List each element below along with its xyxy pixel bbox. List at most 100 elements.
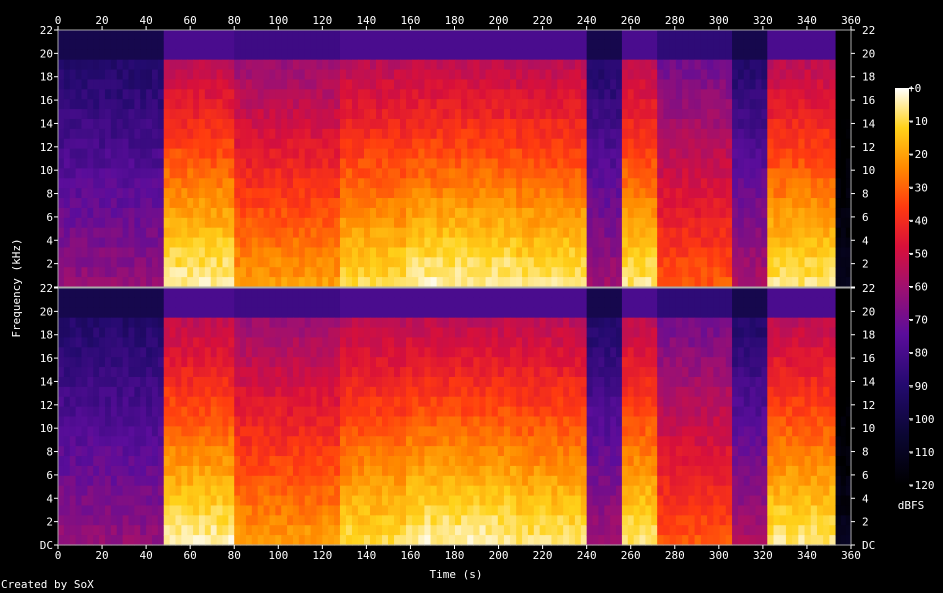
- spectrogram-cell: [767, 168, 775, 179]
- spectrogram-cell: [216, 436, 224, 447]
- spectrogram-cell: [269, 39, 276, 51]
- spectrogram-cell: [707, 277, 714, 288]
- spectrogram-cell: [767, 128, 775, 140]
- spectrogram-cell: [454, 178, 462, 189]
- spectrogram-cell: [779, 79, 787, 90]
- spectrogram-cell: [467, 178, 474, 189]
- spectrogram-cell: [574, 69, 582, 81]
- spectrogram-cell: [181, 495, 188, 507]
- spectrogram-cell: [749, 257, 757, 268]
- spectrogram-cell: [424, 267, 432, 278]
- spectrogram-cell: [269, 288, 276, 299]
- spectrogram-cell: [545, 99, 553, 110]
- spectrogram-cell: [234, 118, 241, 130]
- spectrogram-cell: [725, 89, 733, 100]
- spectrogram-cell: [204, 128, 212, 140]
- spectrogram-cell: [334, 158, 341, 169]
- spectrogram-cell: [63, 337, 71, 348]
- spectrogram-cell: [357, 406, 365, 418]
- spectrogram-cell: [503, 99, 511, 110]
- spectrogram-cell: [69, 267, 77, 278]
- spectrogram-cell: [334, 267, 341, 278]
- spectrogram-cell: [835, 207, 842, 219]
- spectrogram-cell: [63, 188, 71, 199]
- spectrogram-cell: [316, 495, 323, 507]
- spectrogram-cell: [181, 109, 188, 120]
- spectrogram-cell: [287, 317, 294, 329]
- spectrogram-cell: [275, 217, 282, 229]
- spectrogram-cell: [169, 465, 177, 477]
- spectrogram-cell: [351, 89, 359, 100]
- spectrogram-cell: [187, 138, 194, 150]
- spectrogram-cell: [823, 158, 830, 169]
- spectrogram-cell: [122, 406, 130, 418]
- spectrogram-cell: [388, 317, 395, 329]
- spectrogram-cell: [406, 288, 413, 299]
- spectrogram-cell: [140, 99, 147, 110]
- spectrogram-cell: [829, 168, 837, 179]
- spectrogram-cell: [216, 178, 224, 189]
- spectrogram-cell: [621, 89, 629, 100]
- spectrogram-cell: [63, 99, 71, 110]
- spectrogram-cell: [574, 227, 582, 239]
- spectrogram-cell: [310, 69, 318, 81]
- spectrogram-cell: [816, 148, 824, 160]
- spectrogram-cell: [275, 337, 282, 348]
- spectrogram-cell: [700, 79, 708, 90]
- spectrogram-cell: [269, 535, 276, 546]
- spectrogram-cell: [719, 257, 727, 268]
- spectrogram-cell: [700, 30, 708, 41]
- spectrogram-cell: [669, 138, 677, 150]
- spectrogram-cell: [491, 207, 499, 219]
- spectrogram-cell: [292, 267, 300, 278]
- spectrogram-cell: [81, 217, 88, 229]
- spectrogram-cell: [263, 217, 271, 229]
- spectrogram-cell: [146, 386, 153, 398]
- spectrogram-cell: [104, 39, 112, 51]
- spectrogram-cell: [198, 118, 206, 130]
- spectrogram-cell: [448, 138, 456, 150]
- spectrogram-cell: [234, 337, 241, 348]
- spectrogram-cell: [816, 188, 824, 199]
- spectrogram-cell: [682, 277, 689, 288]
- spectrogram-cell: [251, 257, 259, 268]
- spectrogram-cell: [598, 158, 605, 169]
- spectrogram-cell: [151, 396, 159, 408]
- spectrogram-cell: [454, 267, 462, 278]
- spectrogram-cell: [234, 446, 241, 457]
- spectrogram-cell: [157, 168, 165, 179]
- spectrogram-cell: [835, 128, 842, 140]
- spectrogram-cell: [627, 237, 635, 249]
- spectrogram-cell: [269, 406, 276, 418]
- spectrogram-cell: [169, 485, 177, 497]
- spectrogram-cell: [116, 396, 124, 408]
- spectrogram-cell: [339, 30, 347, 41]
- spectrogram-cell: [669, 237, 677, 249]
- spectrogram-cell: [651, 49, 658, 61]
- spectrogram-cell: [376, 406, 383, 418]
- spectrogram-cell: [633, 39, 641, 51]
- spectrogram-cell: [304, 237, 312, 249]
- spectrogram-cell: [527, 207, 535, 219]
- spectrogram-cell: [269, 79, 276, 90]
- spectrogram-cell: [157, 386, 165, 398]
- spectrogram-cell: [328, 30, 335, 41]
- spectrogram-cell: [222, 465, 229, 477]
- spectrogram-cell: [245, 89, 253, 100]
- spectrogram-cell: [275, 39, 282, 51]
- spectrogram-cell: [216, 495, 224, 507]
- spectrogram-cell: [169, 247, 177, 258]
- spectrogram-cell: [339, 347, 347, 358]
- spectrogram-cell: [394, 485, 401, 497]
- spectrogram-cell: [110, 118, 118, 130]
- spectrogram-cell: [351, 158, 359, 169]
- spectrogram-cell: [104, 426, 112, 437]
- spectrogram-cell: [157, 217, 165, 229]
- spectrogram-cell: [363, 168, 371, 179]
- spectrogram-cell: [551, 227, 558, 239]
- spectrogram-cell: [557, 128, 564, 140]
- spectrogram-cell: [829, 198, 837, 209]
- spectrogram-cell: [140, 446, 147, 457]
- spectrogram-cell: [122, 198, 130, 209]
- spectrogram-cell: [604, 158, 611, 169]
